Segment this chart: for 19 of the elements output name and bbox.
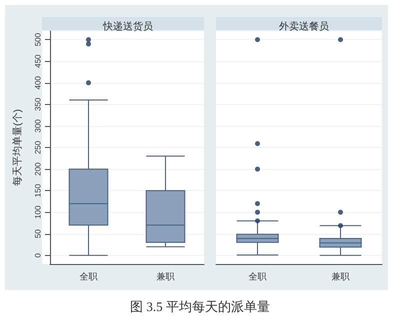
y-axis-title: 每天平均单量(个) [12,109,24,186]
x-tick-label: 全职 [80,272,98,282]
y-tick-label: 450 [34,54,42,68]
caption: 图 3.5 平均每天的派单量 [129,298,271,316]
x-tick-label: 兼职 [156,272,174,282]
chart-title: 快递送货员 [102,20,153,32]
y-tick-label: 350 [34,97,42,112]
y-tick-label: 400 [34,76,42,90]
y-tick-label: 200 [34,162,42,176]
y-tick-label: 150 [34,183,42,198]
y-tick-label: 500 [34,32,42,46]
chart-title: 外卖送餐员 [279,20,329,32]
y-tick-label: 100 [34,205,42,219]
y-tick-label: 0 [34,252,42,258]
x-tick-label: 兼职 [332,272,350,282]
x-tick-label: 全职 [248,272,266,282]
y-tick-label: 50 [34,228,42,238]
y-tick-label: 250 [34,140,42,154]
y-tick-label: 300 [34,118,42,133]
